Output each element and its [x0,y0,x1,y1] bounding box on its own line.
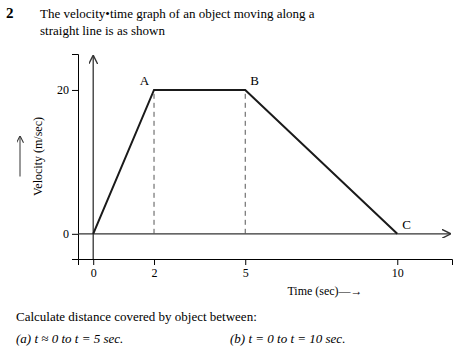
drop-line [154,90,155,234]
question-text: Calculate distance covered by object bet… [16,309,257,324]
x-tick: 2 [152,259,158,280]
y-tick: 20 [57,83,78,97]
x-axis: 0 2 5 10 [79,259,453,280]
x-tick-mark [245,259,246,265]
y-tick-label: 0 [63,227,69,241]
x-tick: 0 [91,259,97,280]
x-tick-label: 0 [91,266,97,280]
x-tick: 10 [392,259,404,280]
zero-y-axis [93,56,94,259]
y-tick: 0 [63,227,78,241]
point-label: C [402,217,411,232]
x-tick-mark [93,259,94,265]
x-tick-label: 2 [152,266,158,280]
y-axis-line [72,55,79,260]
zero-x-axis [78,233,450,234]
point-label: A [140,73,150,88]
chart: 2 The velocity•time graph of an object mo… [0,0,474,355]
x-tick-label: 5 [243,266,249,280]
series-line [93,90,397,234]
x-tick-mark [154,259,155,265]
x-tick-mark [397,259,398,265]
question-part: (b) t = 0 to t = 10 sec. [230,331,345,346]
x-tick-label: 10 [392,266,404,280]
drop-line [245,90,246,234]
title: The velocity•time graph of an object mov… [40,6,315,21]
x-axis-line [79,260,453,266]
question-number: 2 [6,5,14,21]
y-tick-mark [72,234,78,235]
x-tick: 5 [243,259,249,280]
subtitle: straight line is as shown [40,23,165,38]
x-axis-title: Time (sec)—→ [287,284,362,298]
point-label: B [250,73,259,88]
y-title-arrow [20,137,21,177]
y-tick-label: 20 [57,83,69,97]
y-axis-title: Velocity (m/sec) [31,117,45,196]
y-tick-mark [72,90,78,91]
y-axis: 0 20 [57,55,79,260]
plot-area [93,90,397,234]
question-part: (a) t ≈ 0 to t = 5 sec. [16,331,123,346]
